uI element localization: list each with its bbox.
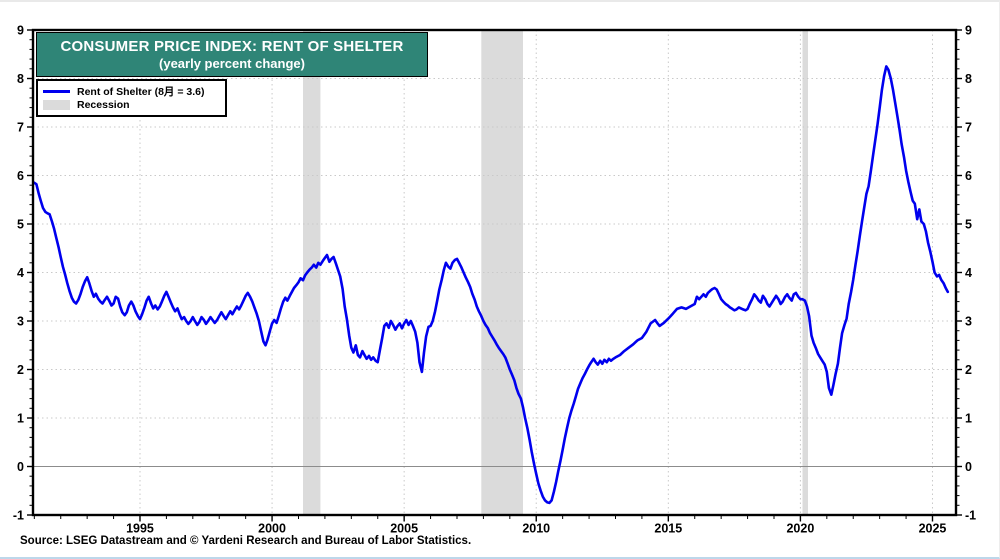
y-axis-label-left: 1	[17, 412, 24, 426]
legend-item-rent-of-shelter: Rent of Shelter (8月 = 3.6)	[43, 84, 219, 98]
legend: Rent of Shelter (8月 = 3.6) Recession	[36, 79, 227, 117]
recession-swatch-icon	[43, 100, 70, 110]
y-axis-label-right: 3	[965, 315, 972, 329]
x-axis-label: 2025	[919, 522, 947, 536]
x-axis-label: 2015	[654, 522, 682, 536]
legend-label: Recession	[77, 99, 130, 111]
y-axis-label-right: 0	[965, 460, 972, 474]
y-axis-label-right: 2	[965, 363, 972, 377]
y-axis-label-left: 5	[17, 218, 24, 232]
y-axis-label-right: 4	[965, 266, 972, 280]
source-attribution: Source: LSEG Datastream and © Yardeni Re…	[20, 535, 472, 547]
y-axis-label-left: 7	[17, 121, 24, 135]
plot-frame	[31, 28, 958, 517]
recession-band	[303, 30, 321, 515]
y-axis-label-right: 6	[965, 169, 972, 183]
y-axis-label-left: 8	[17, 72, 24, 86]
x-axis-label: 1995	[126, 522, 154, 536]
y-axis-label-left: 9	[17, 24, 24, 38]
x-axis-label: 2020	[786, 522, 814, 536]
legend-label: Rent of Shelter (8月 = 3.6)	[77, 85, 205, 98]
y-axis-label-left: 0	[17, 460, 24, 474]
recession-band	[802, 30, 808, 515]
rent-of-shelter-line	[32, 65, 950, 505]
x-axis-label: 2010	[522, 522, 550, 536]
y-axis-label-left: 6	[17, 169, 24, 183]
y-axis-label-left: 3	[17, 315, 24, 329]
x-axis-label: 2005	[390, 522, 418, 536]
y-axis-label-left: -1	[13, 509, 24, 523]
line-swatch-icon	[43, 89, 70, 93]
chart-subtitle: (yearly percent change)	[159, 55, 305, 71]
y-axis-label-right: 5	[965, 218, 972, 232]
y-axis-label-right: 1	[965, 412, 972, 426]
y-axis-label-right: -1	[965, 509, 976, 523]
y-axis-label-right: 7	[965, 121, 972, 135]
y-axis-label-left: 2	[17, 363, 24, 377]
chart-title: CONSUMER PRICE INDEX: RENT OF SHELTER	[60, 37, 404, 55]
y-axis-label-right: 8	[965, 72, 972, 86]
y-axis-label-left: 4	[17, 266, 24, 280]
x-axis-label: 2000	[258, 522, 286, 536]
legend-item-recession: Recession	[43, 98, 219, 112]
y-axis-label-right: 9	[965, 24, 972, 38]
chart-title-box: CONSUMER PRICE INDEX: RENT OF SHELTER (y…	[36, 32, 428, 77]
